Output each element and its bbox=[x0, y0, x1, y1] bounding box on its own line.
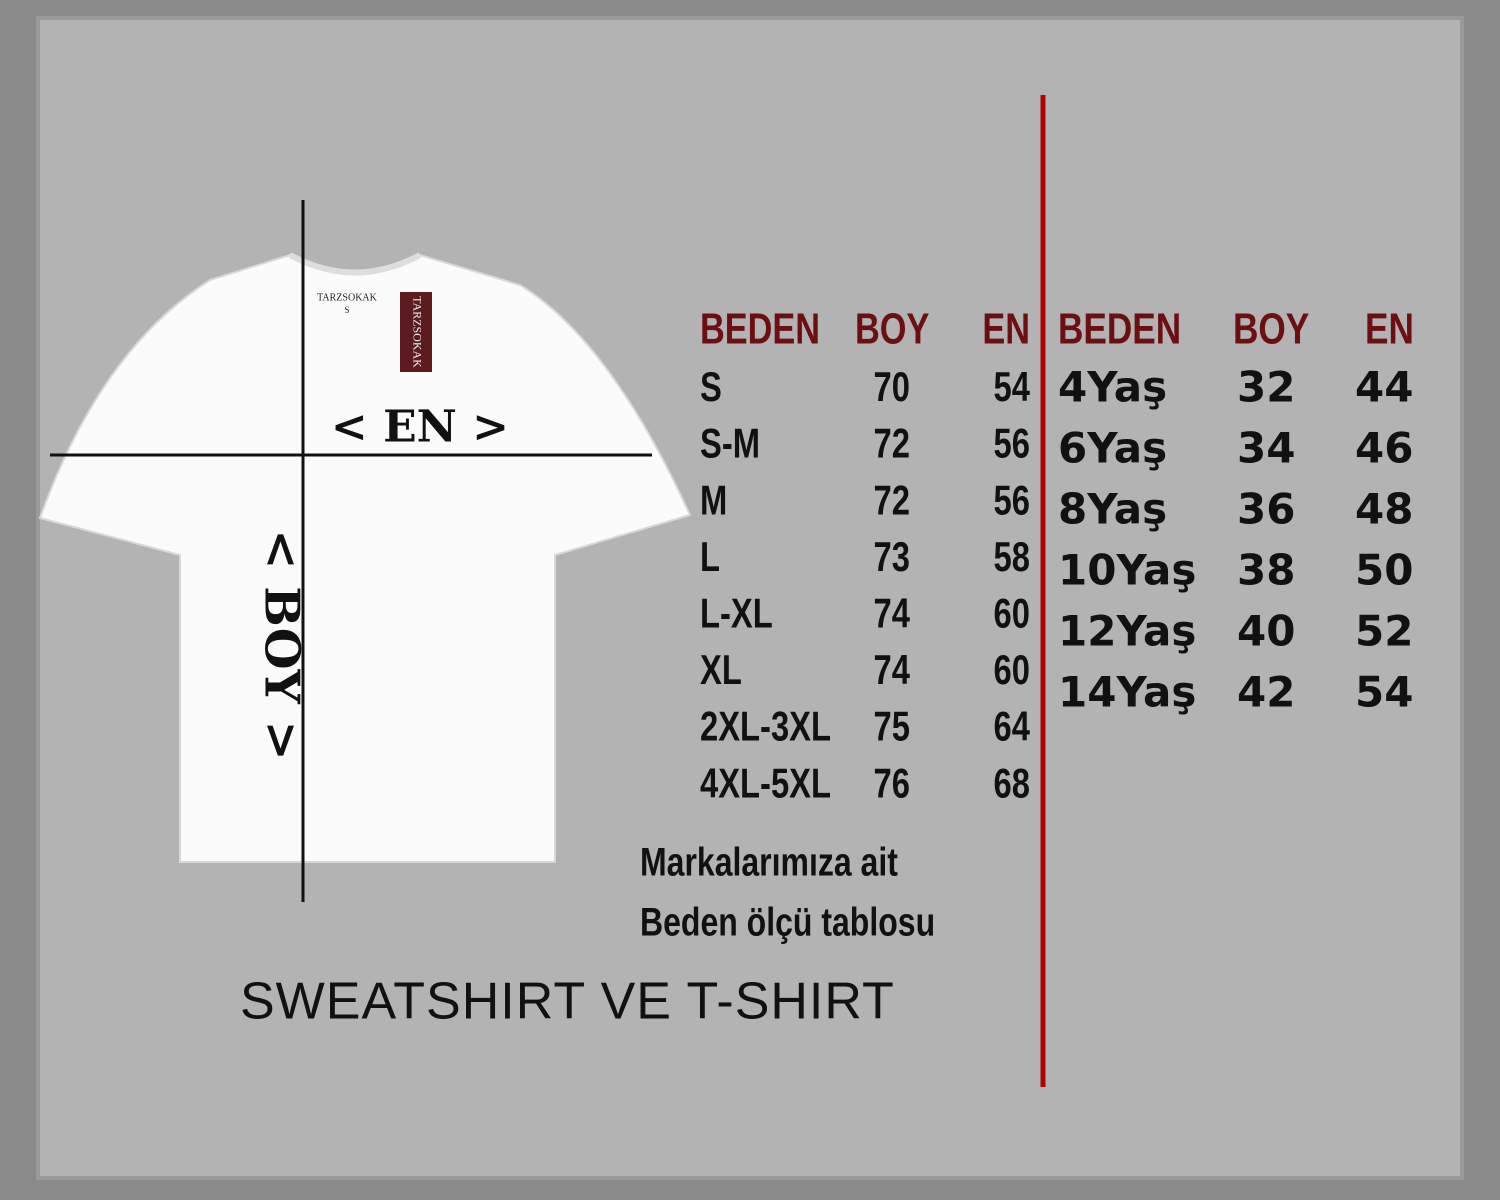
width-label: < EN > bbox=[331, 402, 509, 453]
adult-table-inner: BEDEN BOY EN S 70 54 S-M 72 56 M 72 56 L 73 58 L-XL 74 60… bbox=[700, 305, 1030, 807]
table-cell: 60 bbox=[994, 590, 1030, 637]
table-cell: L-XL bbox=[700, 590, 773, 637]
table-cell: 12Yaş bbox=[1058, 607, 1196, 656]
table-cell: S bbox=[700, 363, 722, 410]
table-cell: 14Yaş bbox=[1058, 668, 1196, 717]
table-cell: 4Yaş bbox=[1058, 363, 1167, 412]
table-cell: 76 bbox=[874, 759, 910, 806]
header-cell: EN bbox=[982, 305, 1030, 354]
table-cell: 54 bbox=[994, 363, 1030, 410]
table-cell: 70 bbox=[874, 363, 910, 410]
table-cell: 58 bbox=[994, 533, 1030, 580]
table-cell: 74 bbox=[874, 590, 910, 637]
table-cell: 72 bbox=[874, 420, 910, 467]
tag-text: TARZSOKAK bbox=[410, 296, 424, 368]
table-cell: 52 bbox=[1355, 607, 1413, 656]
header-cell: BOY bbox=[1233, 305, 1309, 354]
table-cell: L bbox=[700, 533, 720, 580]
table-cell: 72 bbox=[874, 476, 910, 523]
table-cell: 54 bbox=[1355, 668, 1413, 717]
table-cell: 2XL-3XL bbox=[700, 703, 831, 750]
adult-table: BEDEN BOY EN S 70 54 S-M 72 56 M 72 56 L 73 58 L-XL 74 60… bbox=[700, 305, 1030, 807]
table-cell: 48 bbox=[1355, 485, 1413, 534]
table-cell: XL bbox=[700, 646, 742, 693]
table-cell: 60 bbox=[994, 646, 1030, 693]
table-cell: 50 bbox=[1355, 546, 1413, 595]
table-cell: 38 bbox=[1237, 546, 1295, 595]
table-cell: 42 bbox=[1237, 668, 1295, 717]
table-cell: 68 bbox=[994, 759, 1030, 806]
table-cell: 32 bbox=[1237, 363, 1295, 412]
table-cell: 6Yaş bbox=[1058, 424, 1167, 473]
table-cell: 74 bbox=[874, 646, 910, 693]
footer-title: SWEATSHIRT VE T-SHIRT bbox=[240, 973, 895, 1031]
table-cell: 4XL-5XL bbox=[700, 759, 831, 806]
header-group: EN bbox=[1365, 305, 1414, 354]
table-cell: 10Yaş bbox=[1058, 546, 1196, 595]
note-line: Markalarımıza ait bbox=[640, 839, 898, 884]
table-cell: M bbox=[700, 476, 727, 523]
header-cell: BEDEN bbox=[700, 305, 820, 354]
table-cell: 8Yaş bbox=[1058, 485, 1167, 534]
table-cell: S-M bbox=[700, 420, 760, 467]
table-cell: 56 bbox=[994, 476, 1030, 523]
table-cell: 34 bbox=[1237, 424, 1295, 473]
header-group: BEDEN bbox=[1058, 305, 1181, 354]
header-cell: EN bbox=[1365, 305, 1414, 354]
table-cell: 73 bbox=[874, 533, 910, 580]
collar-size: S bbox=[344, 305, 349, 315]
table-cell: 46 bbox=[1355, 424, 1413, 473]
table-cell: 40 bbox=[1237, 607, 1295, 656]
length-label: < BOY > bbox=[254, 529, 310, 760]
table-cell: 64 bbox=[994, 703, 1030, 750]
table-cell: 56 bbox=[994, 420, 1030, 467]
note: Markalarımıza ait Beden ölçü tablosu bbox=[640, 839, 935, 944]
header-cell: BOY bbox=[855, 305, 929, 354]
kids-table: BEDEN BOY EN 4Yaş 32 44 6Yaş 34 46 8Yaş 36 48 10Yaş 3… bbox=[1058, 305, 1414, 717]
table-cell: 75 bbox=[874, 703, 910, 750]
header-cell: BEDEN bbox=[1058, 305, 1181, 354]
collar-brand: TARZSOKAK bbox=[317, 292, 378, 303]
table-cell: 44 bbox=[1355, 363, 1413, 412]
table-cell: 36 bbox=[1237, 485, 1295, 534]
header-group: BOY bbox=[1233, 305, 1309, 354]
note-line: Beden ölçü tablosu bbox=[640, 899, 935, 944]
tag bbox=[400, 292, 432, 372]
